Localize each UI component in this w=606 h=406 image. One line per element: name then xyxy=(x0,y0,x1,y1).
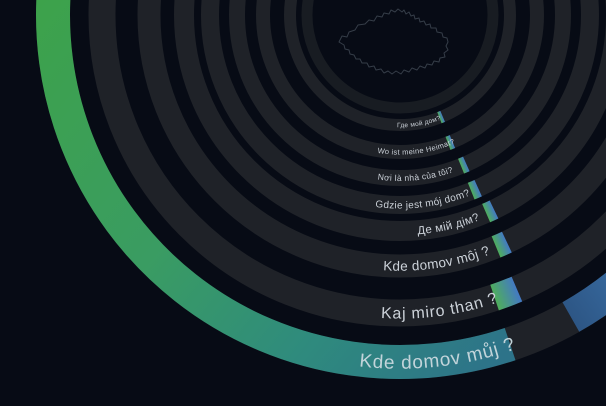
tick-marker xyxy=(490,276,523,311)
ring-track xyxy=(88,0,606,327)
tick-marker xyxy=(458,156,470,174)
ring-track xyxy=(256,0,544,159)
tick-marker xyxy=(467,179,482,200)
tick-marker xyxy=(482,200,499,223)
czech-republic-outline-icon xyxy=(338,8,449,75)
ring-track xyxy=(174,0,606,241)
ring-track xyxy=(137,0,606,278)
inner-ring-track xyxy=(301,0,499,114)
ring-track xyxy=(201,0,599,214)
tick-marker xyxy=(437,110,445,124)
outer-anthem-arc xyxy=(36,0,516,379)
tick-marker xyxy=(491,231,512,258)
outer-anthem-arc-continuation xyxy=(562,272,606,332)
tick-marker xyxy=(445,135,456,150)
ring-track xyxy=(284,0,516,131)
ring-track xyxy=(229,0,571,186)
tick-markers xyxy=(437,110,523,311)
outer-colored-arcs xyxy=(36,0,606,379)
